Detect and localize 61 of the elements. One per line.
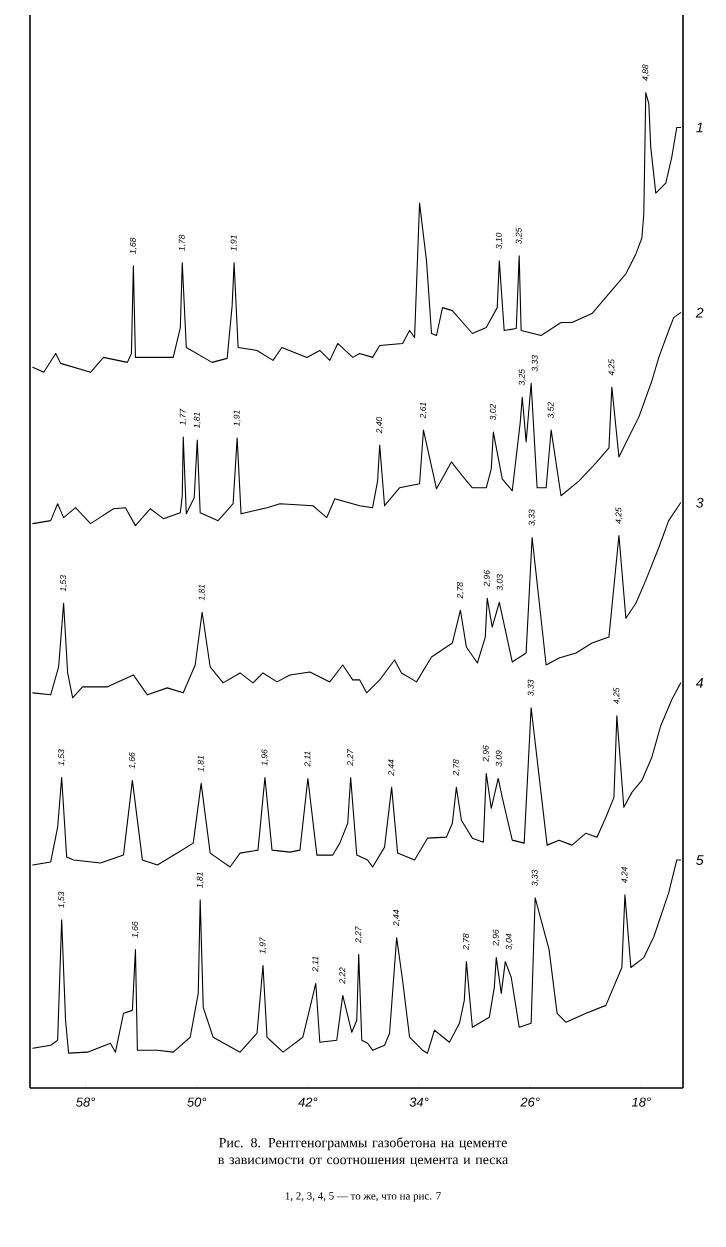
- annotation: 2,96: [482, 745, 490, 762]
- annotation: 2,11: [312, 956, 320, 972]
- annotation: 1,97: [259, 937, 267, 954]
- annotation: 2,78: [452, 759, 460, 776]
- series-label: 1: [696, 122, 703, 133]
- annotation: 1,91: [230, 235, 238, 251]
- annotation: 3,25: [515, 227, 523, 244]
- series-label: 3: [696, 497, 704, 508]
- annotation: 1,66: [128, 752, 136, 769]
- annotation: 2,78: [462, 933, 470, 950]
- annotation: 3,04: [505, 933, 513, 950]
- text: Рис. 8. Рентгенограммы газобетона на цементе в зависимости от соотношения цемента и песка: [218, 1137, 509, 1167]
- x-tick-label: 58°: [76, 1097, 96, 1107]
- annotation: 3,02: [489, 404, 497, 421]
- annotation: 2,78: [456, 582, 464, 599]
- annotation: 4,25: [615, 507, 623, 524]
- x-tick-label: 18°: [631, 1097, 651, 1107]
- annotation: 2,40: [376, 416, 384, 434]
- annotation: 2,96: [483, 570, 491, 587]
- x-tick-label: 50°: [187, 1097, 207, 1107]
- annotation: 2,11: [304, 751, 312, 767]
- annotation: 3,33: [531, 869, 539, 886]
- annotation: 1,53: [60, 575, 68, 592]
- annotation: 4,88: [642, 64, 650, 81]
- series-label: 4: [695, 678, 704, 688]
- annotation: 2,96: [492, 929, 500, 946]
- annotation: 3,33: [531, 355, 539, 372]
- annotation: 2,61: [419, 402, 427, 419]
- annotation: 1,53: [58, 891, 66, 908]
- annotation: 2,27: [347, 749, 355, 766]
- series-label: 2: [695, 307, 704, 318]
- annotation: 1,91: [233, 410, 241, 427]
- annotation: 3,33: [528, 509, 536, 526]
- annotation: 1,81: [197, 755, 205, 772]
- annotation: 2,44: [388, 759, 396, 776]
- annotation: 1,77: [179, 408, 187, 426]
- annotation: 3,10: [495, 232, 503, 249]
- annotation: 1,68: [129, 237, 137, 254]
- annotation: 3,52: [547, 402, 555, 419]
- annotation: 1,96: [261, 749, 269, 766]
- annotation: 3,09: [495, 750, 503, 767]
- series-label: 5: [696, 855, 704, 865]
- annotation: 4,25: [613, 687, 621, 704]
- annotation: 1,81: [193, 412, 201, 429]
- annotation: 1,66: [131, 921, 139, 938]
- annotation: 1,81: [196, 872, 204, 888]
- annotation: 2,22: [339, 967, 347, 984]
- x-tick-label: 26°: [520, 1097, 540, 1107]
- x-tick-label: 42°: [298, 1097, 318, 1107]
- annotation: 3,25: [518, 369, 526, 386]
- annotation: 4,24: [621, 867, 629, 884]
- annotation: 4,25: [608, 359, 616, 376]
- text: 1, 2, 3, 4, 5 — то же, что на рис. 7: [285, 1192, 441, 1202]
- annotation: 2,44: [393, 909, 401, 927]
- x-tick-label: 34°: [409, 1097, 429, 1107]
- annotation: 3,03: [496, 574, 504, 591]
- annotation: 1,53: [58, 749, 66, 766]
- annotation: 1,81: [198, 584, 206, 601]
- annotation: 3,33: [527, 679, 535, 696]
- annotation: 2,27: [355, 926, 363, 943]
- annotation: 1,78: [178, 234, 186, 251]
